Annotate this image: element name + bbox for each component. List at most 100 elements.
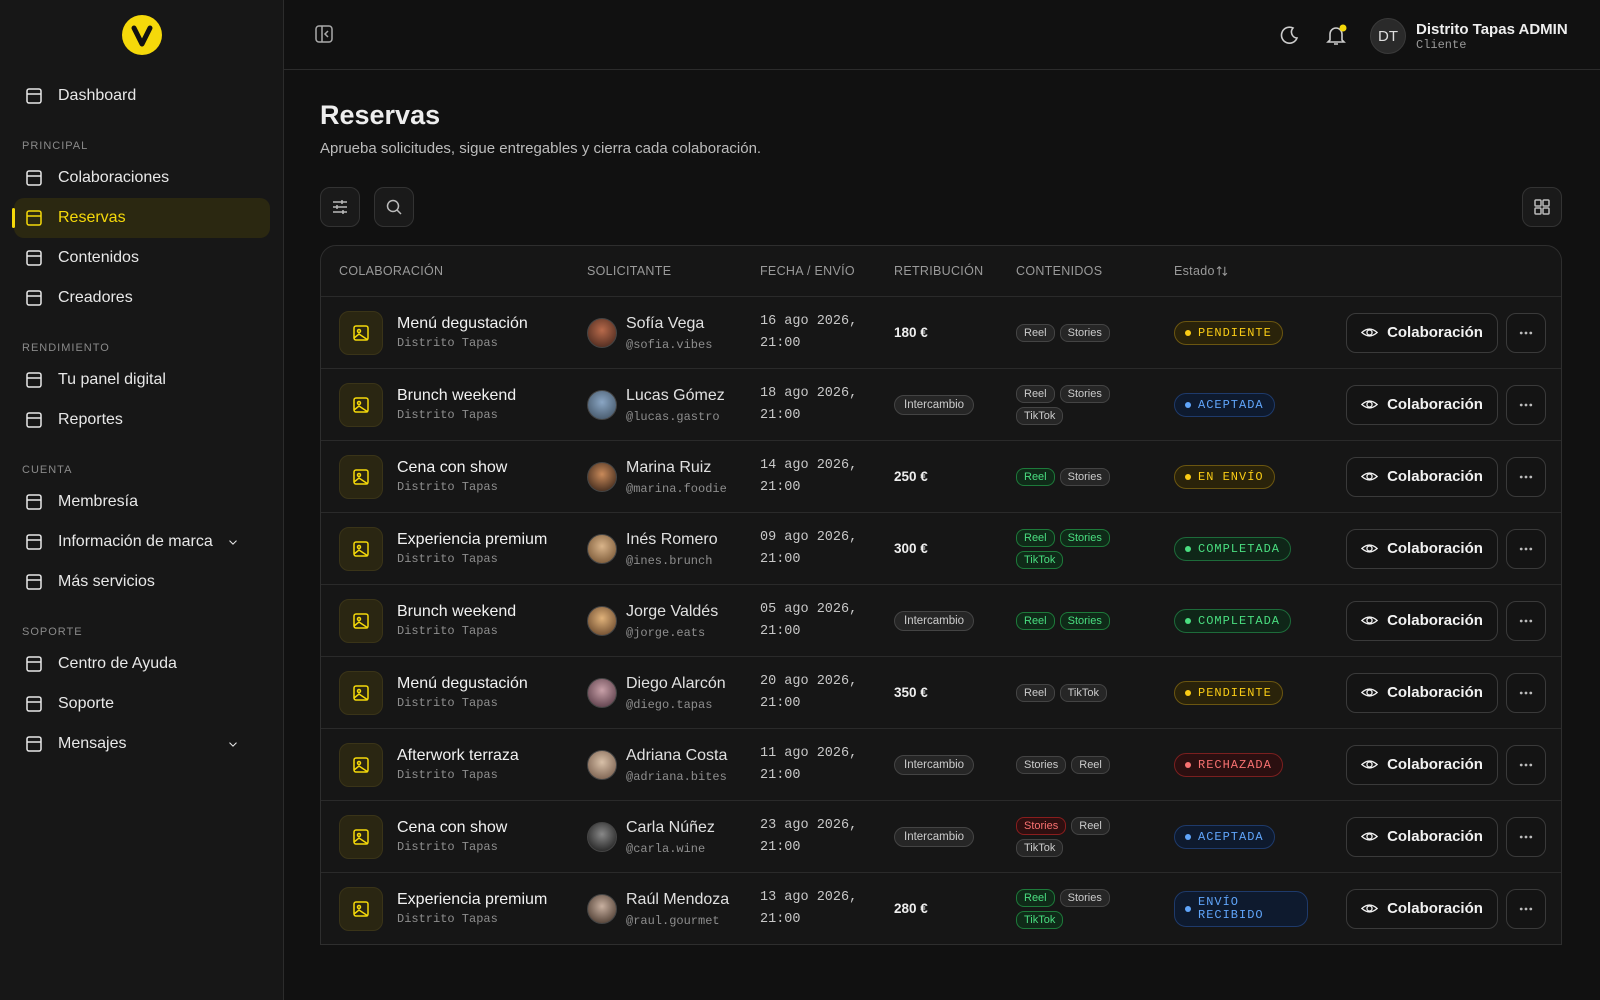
more-button[interactable] bbox=[1506, 384, 1546, 425]
nav-label: Más servicios bbox=[58, 573, 155, 590]
view-collab-button[interactable]: Colaboración bbox=[1346, 744, 1498, 785]
date: 20 ago 2026, 21:00 bbox=[760, 673, 858, 711]
view-collab-button[interactable]: Colaboración bbox=[1346, 816, 1498, 857]
more-button[interactable] bbox=[1506, 528, 1546, 569]
nav-item[interactable]: Más servicios bbox=[14, 562, 270, 602]
requester-avatar bbox=[587, 605, 617, 636]
reward-cell: 280 € bbox=[894, 901, 1016, 916]
column-header[interactable]: Estado bbox=[1174, 264, 1346, 278]
more-button[interactable] bbox=[1506, 744, 1546, 785]
view-collab-button[interactable]: Colaboración bbox=[1346, 456, 1498, 497]
collapse-sidebar[interactable] bbox=[314, 24, 334, 44]
content-tag: Reel bbox=[1071, 816, 1110, 835]
content-tag: Reel bbox=[1016, 467, 1055, 486]
nav-label: Información de marca bbox=[58, 533, 213, 550]
contents-cell: Reel Stories bbox=[1016, 611, 1174, 630]
status-badge: ENVÍO RECIBIDO bbox=[1174, 890, 1308, 927]
nav-label: Membresía bbox=[58, 493, 139, 510]
nav-item[interactable]: Centro de Ayuda bbox=[14, 644, 270, 684]
user-menu[interactable]: DT Distrito Tapas ADMIN Cliente bbox=[1370, 18, 1568, 54]
more-button[interactable] bbox=[1506, 312, 1546, 353]
collab-text: Experiencia premium Distrito Tapas bbox=[397, 891, 547, 926]
nav-label: Tu panel digital bbox=[58, 371, 166, 388]
nav-item[interactable]: Membresía bbox=[14, 482, 270, 522]
more-button[interactable] bbox=[1506, 888, 1546, 929]
collab-venue: Distrito Tapas bbox=[397, 408, 498, 422]
collab-text: Menú degustación Distrito Tapas bbox=[397, 315, 528, 350]
view-collab-button[interactable]: Colaboración bbox=[1346, 312, 1498, 353]
collab-cell: Experiencia premium Distrito Tapas bbox=[339, 886, 587, 931]
collab-title: Menú degustación bbox=[397, 675, 528, 692]
view-collab-button[interactable]: Colaboración bbox=[1346, 384, 1498, 425]
nav-item[interactable]: Información de marca bbox=[14, 522, 270, 562]
more-button[interactable] bbox=[1506, 456, 1546, 497]
collab-cell: Menú degustación Distrito Tapas bbox=[339, 310, 587, 355]
dots-icon bbox=[1519, 907, 1533, 910]
requester-text: Marina Ruiz @marina.foodie bbox=[626, 457, 730, 496]
notifications[interactable] bbox=[1324, 23, 1348, 47]
requester-text: Jorge Valdés @jorge.eats bbox=[626, 601, 730, 640]
more-button[interactable] bbox=[1506, 600, 1546, 641]
table-row: Brunch weekend Distrito Tapas Lucas Gómez @… bbox=[321, 368, 1561, 440]
reward-cell: 250 € bbox=[894, 469, 1016, 484]
user-initials: DT bbox=[1370, 18, 1406, 54]
nav-item[interactable]: Reservas bbox=[12, 198, 270, 238]
collab-thumb bbox=[339, 526, 383, 571]
actions-cell: Colaboración bbox=[1346, 384, 1561, 425]
nav-icon bbox=[26, 412, 42, 428]
collab-venue: Distrito Tapas bbox=[397, 912, 498, 926]
nav: Dashboard PRINCIPAL Colaboraciones Reservas… bbox=[0, 76, 284, 764]
nav-item[interactable]: Colaboraciones bbox=[14, 158, 270, 198]
view-collab-button[interactable]: Colaboración bbox=[1346, 600, 1498, 641]
reward: 180 € bbox=[894, 325, 928, 340]
column-header: RETRIBUCIÓN bbox=[894, 264, 1016, 278]
theme-toggle[interactable] bbox=[1278, 24, 1300, 46]
nav-item[interactable]: Dashboard bbox=[14, 76, 270, 116]
dots-icon bbox=[1519, 619, 1533, 622]
nav-item[interactable]: Reportes bbox=[14, 400, 270, 440]
status-badge: ACEPTADA bbox=[1174, 392, 1275, 417]
collab-text: Cena con show Distrito Tapas bbox=[397, 459, 507, 494]
collab-venue: Distrito Tapas bbox=[397, 624, 498, 638]
more-button[interactable] bbox=[1506, 672, 1546, 713]
requester-cell: Lucas Gómez @lucas.gastro bbox=[587, 385, 760, 424]
column-label: Estado bbox=[1174, 264, 1215, 278]
collab-thumb bbox=[339, 886, 383, 931]
nav-label: Centro de Ayuda bbox=[58, 655, 177, 672]
collab-title: Afterwork terraza bbox=[397, 747, 519, 764]
requester-avatar bbox=[587, 677, 617, 708]
nav-item[interactable]: Contenidos bbox=[14, 238, 270, 278]
nav-item[interactable]: Tu panel digital bbox=[14, 360, 270, 400]
status-badge: RECHAZADA bbox=[1174, 752, 1283, 777]
logo[interactable] bbox=[122, 15, 162, 55]
collab-thumb bbox=[339, 814, 383, 859]
more-button[interactable] bbox=[1506, 816, 1546, 857]
eye-icon bbox=[1361, 328, 1379, 337]
reservations-table: COLABORACIÓN SOLICITANTE FECHA / ENVÍO RETR… bbox=[320, 245, 1562, 945]
requester-text: Diego Alarcón @diego.tapas bbox=[626, 673, 730, 712]
filter-button[interactable] bbox=[320, 187, 360, 227]
requester-text: Inés Romero @ines.brunch bbox=[626, 529, 730, 568]
eye-icon bbox=[1361, 472, 1379, 481]
collab-text: Brunch weekend Distrito Tapas bbox=[397, 387, 516, 422]
collab-text: Menú degustación Distrito Tapas bbox=[397, 675, 528, 710]
date: 11 ago 2026, 21:00 bbox=[760, 745, 858, 783]
status-cell: ENVÍO RECIBIDO bbox=[1174, 890, 1346, 927]
requester-name: Jorge Valdés bbox=[626, 603, 719, 620]
collab-venue: Distrito Tapas bbox=[397, 696, 498, 710]
search-button[interactable] bbox=[374, 187, 414, 227]
view-collab-button[interactable]: Colaboración bbox=[1346, 672, 1498, 713]
actions-cell: Colaboración bbox=[1346, 672, 1561, 713]
view-collab-button[interactable]: Colaboración bbox=[1346, 528, 1498, 569]
nav-item[interactable]: Soporte bbox=[14, 684, 270, 724]
collab-title: Menú degustación bbox=[397, 315, 528, 332]
column-label: FECHA / ENVÍO bbox=[760, 264, 855, 278]
grid-view-button[interactable] bbox=[1522, 187, 1562, 227]
requester-handle: @adriana.bites bbox=[626, 770, 727, 784]
button-label: Colaboración bbox=[1387, 612, 1483, 629]
nav-item[interactable]: Mensajes bbox=[14, 724, 270, 764]
image-icon bbox=[353, 540, 369, 557]
view-collab-button[interactable]: Colaboración bbox=[1346, 888, 1498, 929]
nav-item[interactable]: Creadores bbox=[14, 278, 270, 318]
